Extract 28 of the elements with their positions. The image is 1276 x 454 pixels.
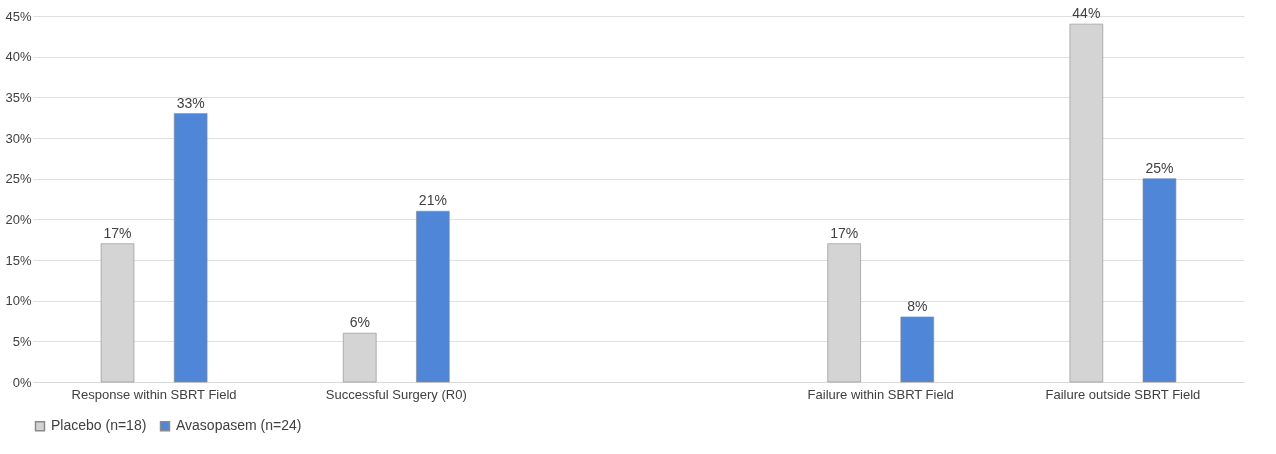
- y-tick-label: 5%: [12, 333, 32, 349]
- y-tick-label: 25%: [5, 171, 32, 187]
- data-label: 44%: [1072, 5, 1101, 22]
- y-tick-label: 35%: [5, 89, 32, 105]
- x-tick-label: Response within SBRT Field: [71, 386, 237, 402]
- y-tick-label: 30%: [5, 130, 32, 146]
- bar: [416, 210, 450, 383]
- y-tick-label: 10%: [5, 293, 32, 309]
- y-tick-label: 40%: [5, 49, 32, 65]
- x-tick-label: Failure within SBRT Field: [807, 386, 954, 402]
- y-tick-label: 20%: [5, 211, 32, 227]
- legend-label: Placebo (n=18): [51, 417, 147, 434]
- bar: [900, 316, 935, 383]
- x-tick-label: Failure outside SBRT Field: [1045, 386, 1201, 402]
- bar: [1142, 178, 1177, 383]
- data-label: 17%: [103, 224, 132, 241]
- data-label: 33%: [176, 94, 205, 111]
- data-label: 21%: [418, 192, 447, 209]
- data-label: 8%: [907, 297, 928, 314]
- data-label: 17%: [830, 224, 859, 241]
- x-tick-label: Successful Surgery (R0): [325, 386, 467, 402]
- y-tick-label: 15%: [5, 252, 32, 268]
- legend-label: Avasopasem (n=24): [176, 417, 302, 434]
- data-label: 6%: [349, 314, 370, 331]
- y-tick-label: 45%: [5, 8, 32, 24]
- y-tick-label: 0%: [12, 374, 32, 390]
- bar: [173, 113, 208, 383]
- data-label: 25%: [1145, 159, 1174, 176]
